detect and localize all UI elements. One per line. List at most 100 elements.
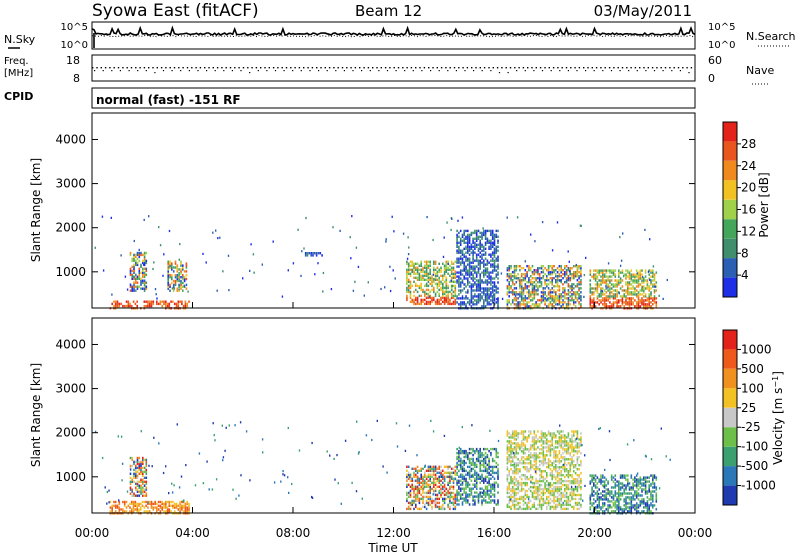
range-cell	[483, 299, 485, 302]
range-cell	[456, 457, 458, 461]
range-cell	[632, 504, 634, 507]
range-cell	[632, 291, 634, 294]
range-cell	[576, 474, 579, 477]
range-cell	[461, 501, 464, 504]
range-cell	[628, 275, 631, 278]
range-cell	[569, 464, 571, 467]
range-cell	[173, 302, 176, 306]
range-cell	[486, 303, 489, 306]
range-cell	[495, 259, 498, 262]
range-cell	[612, 285, 615, 288]
range-cell	[150, 504, 153, 507]
range-cell	[178, 272, 180, 275]
range-cell	[589, 508, 592, 511]
range-cell	[562, 474, 564, 477]
range-cell	[578, 507, 580, 511]
range-cell	[616, 299, 618, 302]
range-cell	[627, 291, 629, 294]
range-cell	[122, 500, 124, 504]
range-cell	[490, 245, 492, 248]
range-cell	[436, 282, 439, 286]
range-cell	[618, 283, 620, 286]
range-cell	[542, 269, 545, 272]
range-cell	[628, 502, 631, 505]
range-cell	[564, 281, 566, 284]
range-cell	[562, 434, 564, 437]
range-cell	[529, 444, 532, 447]
range-cell	[422, 274, 424, 277]
range-cell	[456, 251, 458, 254]
range-cell	[540, 291, 543, 294]
range-cell	[517, 501, 519, 505]
range-cell	[138, 285, 141, 288]
range-cell	[560, 491, 562, 495]
range-cell	[555, 454, 557, 457]
range-cell	[609, 291, 611, 294]
range-cell	[526, 458, 528, 461]
range-cell	[495, 273, 498, 276]
range-cell	[131, 458, 133, 462]
range-cell	[452, 290, 455, 294]
freq-dot	[522, 67, 525, 69]
range-cell	[486, 263, 489, 266]
freq-dot	[415, 67, 417, 69]
range-cell	[468, 261, 471, 264]
range-cell	[154, 506, 156, 509]
range-cell	[574, 285, 577, 288]
range-cell	[578, 265, 580, 268]
range-cell	[519, 293, 521, 296]
range-cell	[442, 475, 444, 478]
range-cell	[576, 297, 579, 300]
range-cell	[431, 274, 433, 277]
range-cell	[621, 301, 624, 304]
range-cell	[515, 444, 518, 447]
range-cell	[406, 485, 408, 488]
range-cell	[459, 297, 462, 300]
range-cell	[142, 462, 144, 466]
range-cell	[136, 490, 139, 493]
range-cell	[452, 479, 455, 482]
noise-tick-right-bottom: 10^0	[708, 40, 735, 51]
range-cell	[491, 499, 494, 502]
range-cell	[630, 293, 633, 296]
range-cell	[491, 253, 494, 256]
range-cell	[456, 455, 458, 459]
range-cell	[551, 291, 553, 294]
range-cell	[148, 215, 150, 218]
range-cell	[580, 273, 582, 276]
range-cell	[135, 460, 137, 464]
range-cell	[450, 471, 453, 474]
range-cell	[425, 270, 428, 273]
range-cell	[652, 273, 654, 276]
range-cell	[544, 440, 546, 443]
range-cell	[490, 469, 492, 473]
freq-dot	[225, 67, 227, 69]
range-cell	[535, 285, 537, 288]
range-cell	[481, 455, 483, 459]
range-cell	[515, 479, 518, 483]
range-cell	[603, 494, 606, 497]
range-cell	[497, 469, 499, 473]
range-cell	[427, 284, 430, 288]
range-cell	[553, 495, 555, 499]
freq-dot	[479, 67, 481, 69]
range-cell	[479, 231, 481, 235]
range-cell	[576, 269, 579, 272]
range-cell	[538, 281, 541, 284]
range-cell	[447, 298, 449, 302]
range-cell	[143, 273, 146, 276]
range-cell	[159, 244, 162, 247]
range-cell	[602, 273, 604, 276]
range-cell	[529, 281, 532, 284]
range-cell	[627, 510, 629, 513]
range-cell	[533, 454, 536, 457]
range-cell	[452, 485, 455, 488]
range-cell	[549, 301, 552, 304]
range-cell	[533, 503, 536, 507]
range-cell	[553, 489, 555, 493]
range-cell	[648, 297, 650, 300]
range-cell	[418, 268, 421, 271]
range-cell	[407, 262, 410, 265]
range-cell	[555, 475, 557, 479]
range-cell	[491, 297, 494, 300]
